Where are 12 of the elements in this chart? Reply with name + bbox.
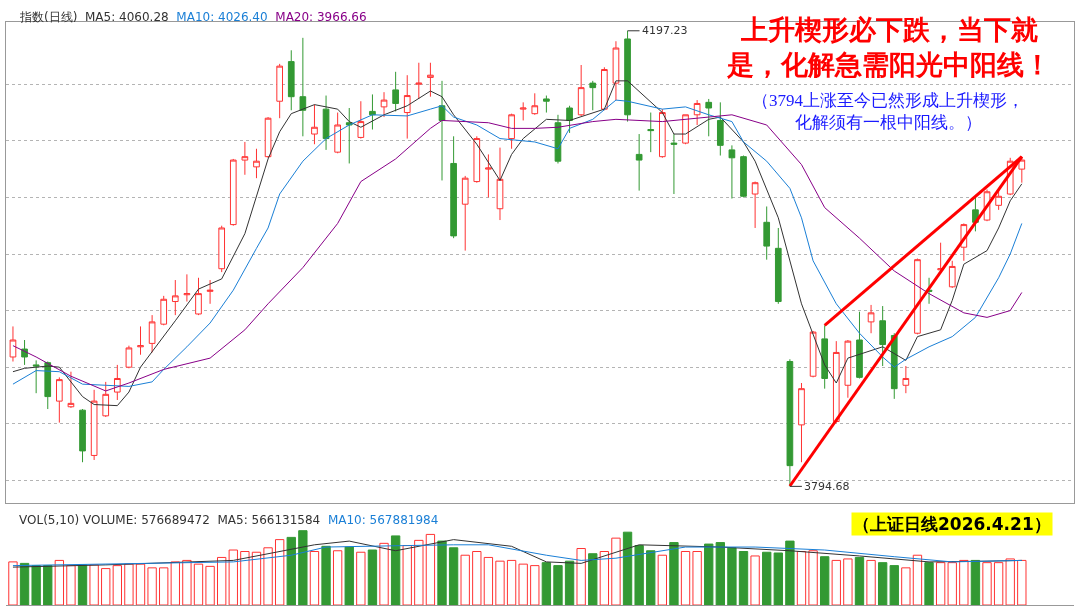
chart-title: VOL(5,10) VOLUME: 576689472 <box>19 513 210 527</box>
text: MA20: 3966.66 <box>275 10 367 24</box>
text: MA10: 4026.40 <box>176 10 268 24</box>
text: MA5: 4060.28 <box>85 10 169 24</box>
annotation: 4197.23 <box>642 24 688 37</box>
series-label: MA10: 567881984 <box>327 513 439 527</box>
chart-title: 指数(日线) <box>20 10 78 24</box>
series-label: MA5: 566131584 <box>217 513 321 527</box>
annotation: 上升楔形必下跌，当下就是，化解急需阳光中阳线！ <box>726 15 1051 81</box>
annotation: 3794.68 <box>804 480 850 493</box>
annotation: （上证日线2026.4.21） <box>853 514 1051 534</box>
annotation: （3794上涨至今已然形成上升楔形，化解须有一根中阳线。） <box>752 91 1024 133</box>
